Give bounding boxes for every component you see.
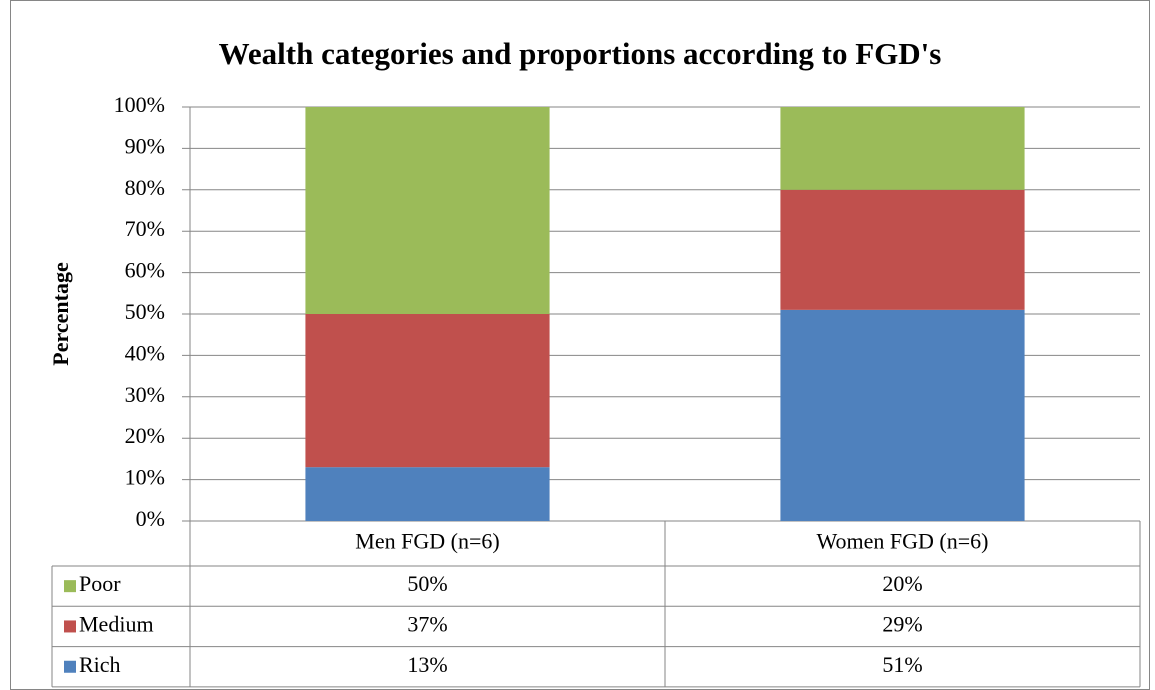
legend-swatch <box>64 580 76 593</box>
legend-label: Poor <box>79 571 121 596</box>
table-value: 29% <box>882 611 922 636</box>
table-value: 50% <box>407 571 447 596</box>
y-tick-label: 30% <box>125 382 165 407</box>
y-tick-label: 60% <box>125 258 165 283</box>
bar-segment <box>305 107 550 314</box>
chart-title: Wealth categories and proportions accord… <box>219 36 942 71</box>
table-value: 20% <box>882 571 922 596</box>
legend-swatch <box>64 660 76 673</box>
bar-segment <box>305 467 550 521</box>
bar-segment <box>305 314 550 468</box>
y-tick-label: 80% <box>125 175 165 200</box>
table-value: 13% <box>407 652 447 677</box>
legend-label: Rich <box>79 652 121 677</box>
table-value: 51% <box>882 652 922 677</box>
y-tick-label: 10% <box>125 465 165 490</box>
legend-swatch <box>64 620 76 633</box>
table-value: 37% <box>407 611 447 636</box>
bar-segment <box>780 309 1025 521</box>
x-tick-label: Men FGD (n=6) <box>355 529 499 554</box>
y-tick-label: 100% <box>114 92 165 117</box>
y-tick-label: 40% <box>125 340 165 365</box>
y-tick-label: 90% <box>125 133 165 158</box>
y-tick-label: 0% <box>136 506 165 531</box>
y-tick-label: 20% <box>125 423 165 448</box>
y-tick-label: 50% <box>125 299 165 324</box>
y-axis-label: Percentage <box>48 262 73 366</box>
x-tick-label: Women FGD (n=6) <box>817 529 989 554</box>
bar-segment <box>780 189 1025 310</box>
bar-segment <box>780 107 1025 190</box>
legend-label: Medium <box>79 611 154 636</box>
y-tick-label: 70% <box>125 216 165 241</box>
